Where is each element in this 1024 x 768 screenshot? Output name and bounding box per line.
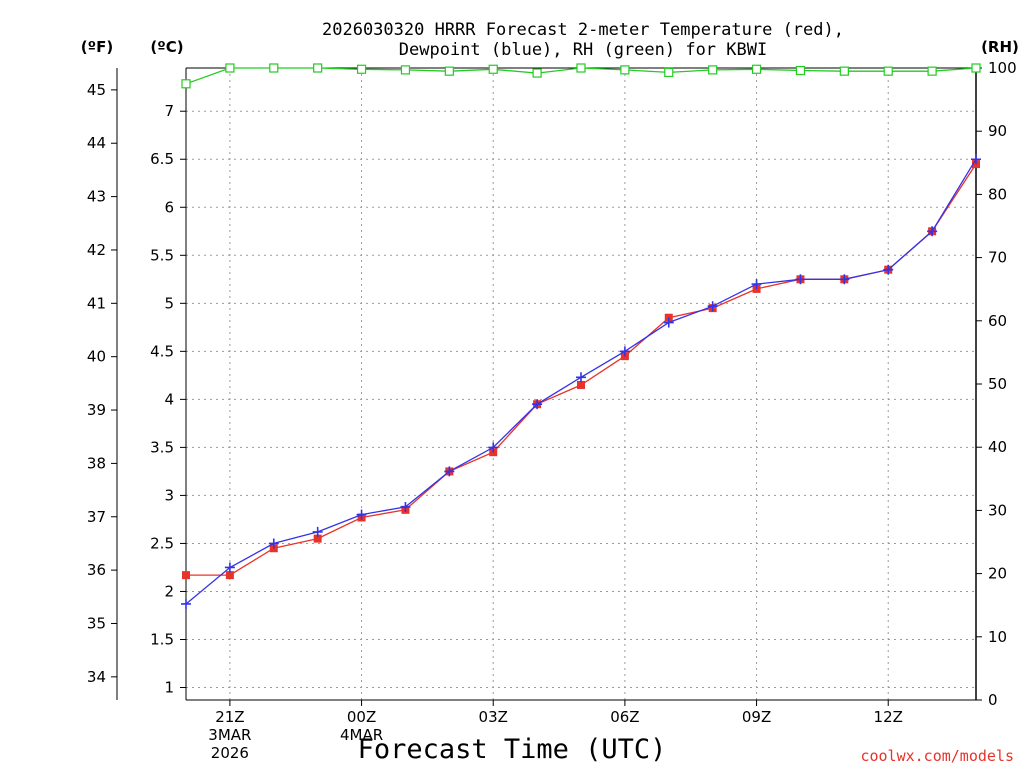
rh-point xyxy=(269,63,279,73)
dewpoint-point xyxy=(224,562,235,573)
dewpoint-point xyxy=(751,279,762,290)
celsius-tick-label: 3.5 xyxy=(150,438,174,456)
celsius-tick-label: 5 xyxy=(164,294,174,312)
rh-tick-label: 100 xyxy=(988,59,1017,77)
celsius-tick-label: 2.5 xyxy=(150,534,174,552)
chart-title-line-2: Dewpoint (blue), RH (green) for KBWI xyxy=(399,40,767,60)
rh-point xyxy=(839,66,849,76)
rh-point xyxy=(356,64,367,74)
fahrenheit-tick-label: 45 xyxy=(87,81,106,99)
celsius-tick-label: 4 xyxy=(164,390,174,408)
rh-point xyxy=(883,66,893,76)
dewpoint-point xyxy=(488,442,499,453)
x-tick-label: 12Z xyxy=(874,708,903,726)
rh-point xyxy=(576,63,586,73)
rh-tick-label: 50 xyxy=(988,375,1007,393)
fahrenheit-tick-label: 42 xyxy=(87,241,106,259)
fahrenheit-tick-label: 37 xyxy=(87,508,106,526)
x-tick-label: 3MAR xyxy=(208,726,251,744)
rh-point xyxy=(313,63,323,73)
rh-point xyxy=(795,65,806,76)
fahrenheit-tick-label: 35 xyxy=(87,614,106,632)
rh-tick-label: 80 xyxy=(988,185,1007,203)
dewpoint-point xyxy=(839,274,850,285)
fahrenheit-tick-label: 36 xyxy=(87,561,106,579)
dewpoint-point xyxy=(883,264,894,275)
chart-title-line-1: 2026030320 HRRR Forecast 2-meter Tempera… xyxy=(322,20,844,40)
fahrenheit-tick-label: 44 xyxy=(87,134,106,152)
rh-point xyxy=(400,65,411,75)
rh-tick-label: 20 xyxy=(988,565,1007,583)
dewpoint-point xyxy=(576,372,586,383)
rh-point xyxy=(971,63,981,73)
temperature-line xyxy=(186,163,977,576)
celsius-tick-label: 3 xyxy=(164,486,174,504)
rh-point xyxy=(620,65,630,75)
celsius-tick-label: 5.5 xyxy=(150,246,174,264)
rh-tick-label: 40 xyxy=(988,438,1007,456)
dewpoint-point xyxy=(619,346,630,357)
dewpoint-point xyxy=(707,301,718,312)
celsius-tick-label: 2 xyxy=(164,582,174,600)
dewpoint-point xyxy=(971,154,981,165)
dewpoint-point xyxy=(795,274,806,285)
x-tick-label: 21Z xyxy=(215,708,244,726)
rh-tick-label: 70 xyxy=(988,249,1007,267)
dewpoint-point xyxy=(927,226,938,237)
celsius-tick-label: 6 xyxy=(164,198,174,216)
temperature-point xyxy=(225,571,234,580)
x-axis-label: Forecast Time (UTC) xyxy=(358,734,667,765)
rh-tick-label: 90 xyxy=(988,122,1007,140)
dewpoint-point xyxy=(356,509,367,520)
celsius-tick-label: 7 xyxy=(164,102,174,120)
celsius-tick-label: 1 xyxy=(164,679,174,697)
rh-point xyxy=(181,79,191,89)
x-tick-label: 09Z xyxy=(742,708,771,726)
x-tick-label: 00Z xyxy=(347,708,376,726)
rh-tick-label: 60 xyxy=(988,312,1007,330)
rh-unit-label: (RH) xyxy=(981,38,1019,56)
fahrenheit-tick-label: 40 xyxy=(87,348,106,366)
fahrenheit-unit-label: (ºF) xyxy=(81,38,113,56)
rh-point xyxy=(444,66,454,76)
x-tick-label: 03Z xyxy=(479,708,508,726)
rh-point xyxy=(664,67,674,78)
dewpoint-point xyxy=(312,526,323,537)
fahrenheit-tick-label: 41 xyxy=(87,294,106,312)
x-tick-label: 06Z xyxy=(610,708,639,726)
temperature-point xyxy=(182,571,190,580)
rh-tick-label: 30 xyxy=(988,501,1007,519)
dewpoint-point xyxy=(444,466,455,477)
series-layer xyxy=(181,63,981,609)
celsius-unit-label: (ºC) xyxy=(150,38,183,56)
celsius-tick-label: 1.5 xyxy=(150,630,174,648)
dewpoint-point xyxy=(663,317,674,328)
rh-point xyxy=(708,65,718,75)
dewpoint-point xyxy=(532,399,543,410)
fahrenheit-tick-label: 38 xyxy=(87,454,106,472)
celsius-tick-label: 4.5 xyxy=(150,342,174,360)
fahrenheit-tick-label: 43 xyxy=(87,188,106,206)
x-tick-label: 4MAR xyxy=(340,726,383,744)
temperature-point xyxy=(313,534,322,543)
fahrenheit-tick-label: 39 xyxy=(87,401,106,419)
rh-tick-label: 10 xyxy=(988,628,1007,646)
rh-point xyxy=(225,63,235,73)
temperature-point xyxy=(577,380,585,389)
credit-link[interactable]: coolwx.com/models xyxy=(860,747,1014,765)
dewpoint-point xyxy=(181,598,191,609)
axis-layer: 34 35 36 37 38 39 40 41 42 43 44 45 1 1.5 2 2.5 3 3.5 4 4.5… xyxy=(87,59,1017,762)
celsius-tick-label: 6.5 xyxy=(150,150,174,168)
rh-tick-label: 0 xyxy=(988,691,998,709)
rh-point xyxy=(532,68,542,78)
dewpoint-point xyxy=(400,501,411,512)
rh-point xyxy=(927,66,937,76)
rh-point xyxy=(488,64,498,74)
x-tick-label: 2026 xyxy=(211,744,249,762)
rh-point xyxy=(751,64,762,74)
fahrenheit-tick-label: 34 xyxy=(87,668,106,686)
dewpoint-point xyxy=(268,538,279,549)
